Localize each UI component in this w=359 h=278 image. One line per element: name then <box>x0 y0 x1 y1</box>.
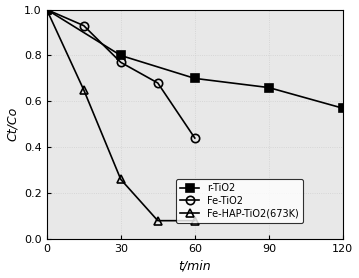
Line: Fe-HAP-TiO2(673K): Fe-HAP-TiO2(673K) <box>43 5 199 225</box>
Fe-TiO2 <box>45 8 49 11</box>
r-TiO2 <box>341 106 345 110</box>
Fe-TiO2 <box>81 24 86 27</box>
Line: r-TiO2: r-TiO2 <box>43 5 347 112</box>
Fe-TiO2 <box>118 61 123 64</box>
Fe-HAP-TiO2(673K) <box>45 8 49 11</box>
r-TiO2 <box>118 54 123 57</box>
Fe-HAP-TiO2(673K) <box>193 219 197 222</box>
X-axis label: t/min: t/min <box>178 259 211 272</box>
Y-axis label: Ct/Co: Ct/Co <box>5 107 19 142</box>
Fe-TiO2 <box>193 136 197 140</box>
Legend: r-TiO2, Fe-TiO2, Fe-HAP-TiO2(673K): r-TiO2, Fe-TiO2, Fe-HAP-TiO2(673K) <box>176 179 303 223</box>
Fe-HAP-TiO2(673K) <box>118 178 123 181</box>
Fe-TiO2 <box>156 81 160 85</box>
r-TiO2 <box>45 8 49 11</box>
Fe-HAP-TiO2(673K) <box>156 219 160 222</box>
r-TiO2 <box>193 77 197 80</box>
r-TiO2 <box>267 86 271 89</box>
Fe-HAP-TiO2(673K) <box>81 88 86 91</box>
Line: Fe-TiO2: Fe-TiO2 <box>43 5 199 142</box>
